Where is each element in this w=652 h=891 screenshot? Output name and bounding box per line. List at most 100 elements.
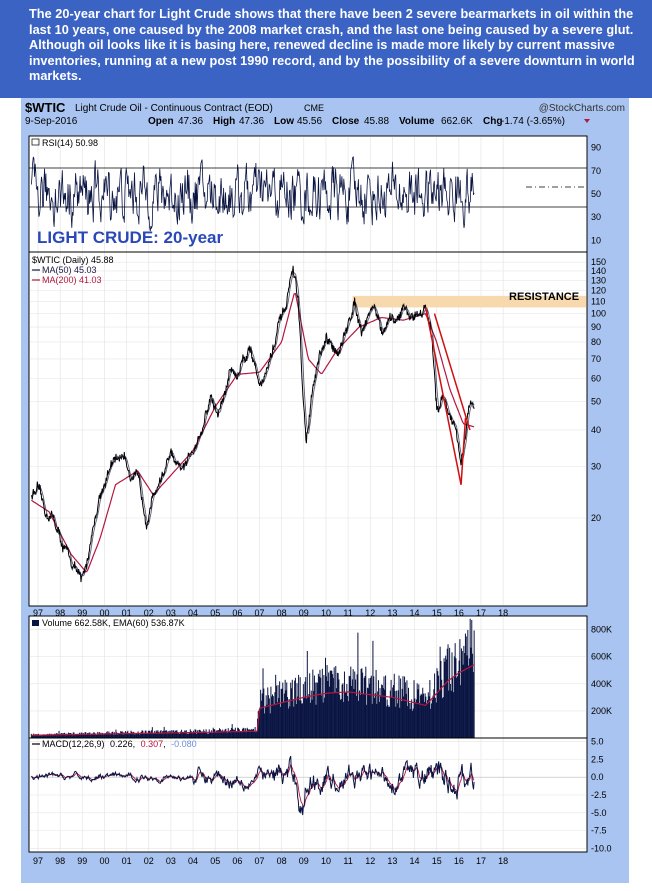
caption-panel: The 20-year chart for Light Crude shows …	[0, 0, 652, 98]
x-tick-label: 01	[122, 608, 132, 618]
x-tick-label: 16	[454, 856, 464, 866]
resistance-label: RESISTANCE	[509, 291, 579, 303]
ma50-line	[31, 272, 475, 577]
x-tick-label: 08	[277, 608, 287, 618]
macd-legend-macd: 0.226	[110, 739, 133, 749]
macd-legend-name: MACD(12,26,9)	[42, 739, 105, 749]
macd-legend-text: MACD(12,26,9) 0.226, 0.307, -0.080	[42, 739, 197, 749]
y-tick-label: 60	[591, 374, 601, 384]
date-label: 9-Sep-2016	[25, 116, 78, 127]
y-tick-label: 110	[591, 297, 605, 307]
symbol-label: $WTIC	[25, 100, 66, 115]
quote-line: Open 47.36 High 47.36 Low 45.56 Close 45…	[148, 116, 590, 127]
macd-series	[31, 755, 475, 816]
y-tick-label: 30	[591, 462, 601, 472]
y-tick-label: 40	[591, 425, 601, 435]
rsi-tick-label: 90	[591, 143, 601, 153]
x-tick-label: 00	[99, 608, 109, 618]
close-value: 45.88	[364, 116, 389, 127]
x-tick-label: 05	[210, 856, 220, 866]
x-tick-label: 11	[343, 608, 352, 618]
x-tick-label: 13	[387, 608, 397, 618]
down-arrow-icon	[584, 119, 590, 123]
volume-label: Volume	[399, 116, 435, 127]
x-tick-label: 99	[77, 608, 87, 618]
macd-legend-signal: 0.307	[141, 739, 164, 749]
chg-value: -1.74 (-3.65%)	[501, 116, 565, 127]
x-tick-label: 04	[188, 608, 198, 618]
x-tick-label: 18	[498, 856, 508, 866]
high-value: 47.36	[239, 116, 264, 127]
macd-line	[31, 755, 475, 816]
low-label: Low	[274, 116, 294, 127]
stockcharts-watermark: @StockCharts.com	[539, 103, 625, 114]
price-legend: $WTIC (Daily) 45.88 MA(50) 45.03 MA(200)…	[32, 255, 114, 285]
x-tick-label: 99	[77, 856, 87, 866]
downtrend-line	[424, 307, 462, 485]
macd-legend-sep: ,	[133, 739, 136, 749]
x-tick-label: 13	[387, 856, 397, 866]
rsi-legend-text: RSI(14) 50.98	[42, 138, 98, 148]
rsi-line	[31, 156, 475, 232]
macd-tick-label: -7.5	[591, 826, 607, 836]
y-tick-label: 100	[591, 309, 606, 319]
x-tick-label: 98	[55, 856, 65, 866]
macd-legend: MACD(12,26,9) 0.226, 0.307, -0.080	[32, 739, 197, 749]
downtrend-line-upper	[433, 313, 471, 431]
volume-ema-line	[31, 664, 475, 736]
x-tick-label: 05	[210, 608, 220, 618]
x-tick-label: 00	[99, 856, 109, 866]
x-tick-label: 06	[232, 856, 242, 866]
macd-tick-label: 0.0	[591, 772, 604, 782]
x-tick-label: 15	[432, 608, 442, 618]
x-tick-label: 08	[277, 856, 287, 866]
ma200-line	[31, 292, 475, 573]
x-tick-label: 02	[144, 856, 154, 866]
x-tick-label: 97	[33, 856, 43, 866]
rsi-tick-label: 10	[591, 235, 601, 245]
x-tick-label: 18	[498, 608, 508, 618]
caption-text: The 20-year chart for Light Crude shows …	[29, 7, 635, 83]
y-tick-label: 50	[591, 397, 601, 407]
volume-series	[30, 618, 475, 738]
x-tick-label: 06	[232, 608, 242, 618]
x-tick-label: 17	[476, 856, 486, 866]
rsi-series	[31, 156, 475, 232]
x-tick-label: 16	[454, 608, 464, 618]
price-series	[30, 265, 475, 583]
volume-legend-text: Volume 662.58K, EMA(60) 536.87K	[42, 618, 185, 628]
price-legend-ma50: MA(50) 45.03	[42, 265, 97, 275]
x-tick-label: 09	[299, 608, 309, 618]
x-tick-label: 02	[144, 608, 154, 618]
x-tick-label: 98	[55, 608, 65, 618]
x-tick-label: 97	[33, 608, 43, 618]
x-tick-label: 15	[432, 856, 442, 866]
y-tick-label: 150	[591, 257, 606, 267]
x-tick-label: 10	[321, 856, 331, 866]
y-tick-label: 120	[591, 285, 606, 295]
x-tick-label: 07	[254, 856, 264, 866]
x-tick-label: 07	[254, 608, 264, 618]
x-tick-label: 10	[321, 608, 331, 618]
volume-legend: Volume 662.58K, EMA(60) 536.87K	[32, 618, 185, 628]
price-legend-wtic: $WTIC (Daily) 45.88	[32, 255, 114, 265]
x-tick-label: 12	[365, 608, 375, 618]
stock-chart: $WTIC Light Crude Oil - Continuous Contr…	[21, 98, 629, 883]
y-tick-label: 140	[591, 266, 606, 276]
high-label: High	[213, 116, 235, 127]
macd-legend-hist: -0.080	[171, 739, 197, 749]
volume-tick-label: 600K	[591, 652, 612, 662]
volume-legend-icon	[32, 620, 39, 626]
volume-tick-label: 400K	[591, 679, 612, 689]
rsi-tick-label: 30	[591, 212, 601, 222]
chart-svg: $WTIC Light Crude Oil - Continuous Contr…	[21, 98, 629, 883]
y-tick-label: 130	[591, 275, 606, 285]
macd-tick-label: 2.5	[591, 754, 604, 764]
rsi-legend: RSI(14) 50.98	[31, 138, 98, 148]
open-value: 47.36	[178, 116, 203, 127]
price-panel-border	[28, 251, 588, 607]
x-tick-label: 09	[299, 856, 309, 866]
rsi-tick-label: 70	[591, 166, 601, 176]
x-tick-label: 12	[365, 856, 375, 866]
macd-tick-label: 5.0	[591, 737, 604, 747]
